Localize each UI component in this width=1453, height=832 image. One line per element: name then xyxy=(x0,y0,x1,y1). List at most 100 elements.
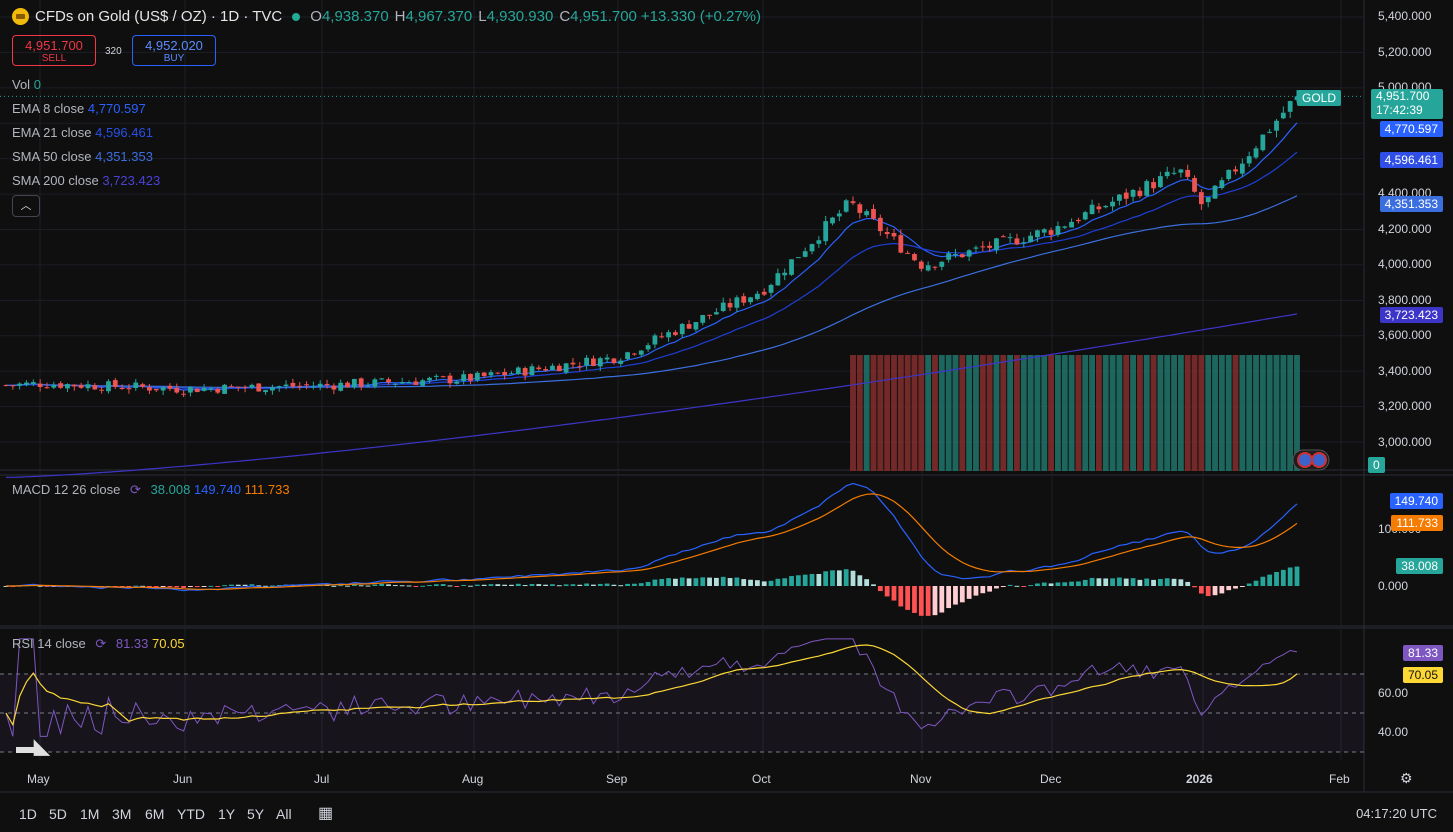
sell-button[interactable]: 4,951.700 SELL xyxy=(12,35,96,66)
range-6m[interactable]: 6M xyxy=(145,806,165,822)
time-axis-label: Aug xyxy=(462,772,484,786)
legend-ema21[interactable]: EMA 21 close 4,596.461 xyxy=(12,125,153,140)
candle-body xyxy=(249,384,255,388)
candle-body xyxy=(338,382,344,391)
range-1m[interactable]: 1M xyxy=(80,806,100,822)
range-ytd[interactable]: YTD xyxy=(177,806,205,822)
macd-histogram-bar xyxy=(167,586,173,587)
candle-body xyxy=(304,384,309,386)
macd-histogram-bar xyxy=(850,570,856,586)
candle-body xyxy=(92,385,98,390)
macd-histogram-bar xyxy=(502,584,508,586)
volume-bar xyxy=(1287,355,1294,471)
candle-body xyxy=(351,378,357,388)
price-change: +13.330 (+0.27%) xyxy=(640,8,761,25)
legend-sma200[interactable]: SMA 200 close 3,723.423 xyxy=(12,173,160,188)
buy-price: 4,952.020 xyxy=(145,38,203,53)
date-range-calendar-icon[interactable]: ▦ xyxy=(318,805,334,822)
range-1y[interactable]: 1Y xyxy=(218,806,236,822)
macd-histogram-bar xyxy=(980,586,986,594)
volume-bar xyxy=(945,355,952,471)
candle-body xyxy=(85,384,91,389)
candle-body xyxy=(283,384,289,387)
volume-bar xyxy=(1102,355,1109,471)
legend-vol[interactable]: Vol 0 xyxy=(12,77,41,92)
signal-tag: 111.733 xyxy=(1391,515,1443,531)
range-5y[interactable]: 5Y xyxy=(247,806,265,822)
range-3m[interactable]: 3M xyxy=(112,806,132,822)
candle-body xyxy=(953,254,958,256)
candle-body xyxy=(235,386,241,388)
macd-histogram-bar xyxy=(1157,578,1163,586)
macd-histogram-bar xyxy=(809,573,815,586)
macd-histogram-bar xyxy=(1178,579,1184,586)
candle-body xyxy=(1267,131,1273,133)
symbol-title[interactable]: CFDs on Gold (US$ / OZ) · 1D · TVC xyxy=(35,8,283,25)
legend-rsi[interactable]: RSI 14 close ⟳ 81.33 70.05 xyxy=(12,636,185,652)
macd-histogram-bar xyxy=(591,584,596,586)
macd-histogram-bar xyxy=(406,585,412,587)
candle-body xyxy=(638,350,644,355)
candle-body xyxy=(714,312,719,315)
candle-body xyxy=(782,272,788,276)
candle-body xyxy=(734,297,740,308)
time-axis-label: Feb xyxy=(1329,772,1350,786)
macd-histogram-bar xyxy=(351,584,357,586)
candle-body xyxy=(331,385,337,390)
collapse-legend-button[interactable]: ︿ xyxy=(12,195,40,217)
legend-ema8-value: 4,770.597 xyxy=(87,101,146,116)
volume-bar xyxy=(925,355,932,471)
settings-gear-icon[interactable]: ⚙ xyxy=(1400,770,1413,786)
legend-macd[interactable]: MACD 12 26 close ⟳ 38.008 149.740 111.73… xyxy=(12,482,290,498)
candle-body xyxy=(679,323,685,335)
candle-body xyxy=(823,221,829,242)
macd-histogram-bar xyxy=(1192,586,1197,588)
legend-ema8[interactable]: EMA 8 close 4,770.597 xyxy=(12,101,146,116)
candle-body xyxy=(1185,169,1191,177)
macd-histogram-bar xyxy=(386,584,391,586)
macd-histogram-bar xyxy=(618,585,624,587)
range-5d[interactable]: 5D xyxy=(49,806,67,822)
candle-body xyxy=(816,240,822,244)
range-1d[interactable]: 1D xyxy=(19,806,37,822)
range-all[interactable]: All xyxy=(276,806,292,822)
candle-body xyxy=(761,291,767,295)
refresh-icon[interactable]: ⟳ xyxy=(130,482,141,497)
rsi-pane xyxy=(0,638,1364,753)
candle-body xyxy=(427,377,432,381)
buy-button[interactable]: 4,952.020 BUY xyxy=(132,35,216,66)
volume-bar xyxy=(1007,355,1014,471)
candle-body xyxy=(379,378,385,380)
volume-bar xyxy=(1280,355,1287,471)
macd-histogram-bar xyxy=(338,585,344,587)
candle-body xyxy=(174,387,180,393)
event-flags xyxy=(1292,449,1330,471)
volume-bar xyxy=(918,355,925,471)
price-axis-label: 3,600.000 xyxy=(1378,328,1432,342)
macd-histogram-bar xyxy=(884,586,890,597)
candle-body xyxy=(720,302,726,311)
volume-bar xyxy=(1184,355,1191,471)
macd-histogram-bar xyxy=(686,578,692,586)
candle-body xyxy=(229,386,234,388)
symbol-header[interactable]: CFDs on Gold (US$ / OZ) · 1D · TVC O 4,93… xyxy=(12,8,765,25)
volume-bar xyxy=(863,355,870,471)
macd-histogram-bar xyxy=(174,586,180,588)
macd-histogram-bar xyxy=(1198,586,1204,594)
volume-bar xyxy=(1089,355,1095,471)
utc-clock[interactable]: 04:17:20 UTC xyxy=(1356,806,1437,821)
legend-ema8-label: EMA 8 close xyxy=(12,101,85,116)
macd-histogram-bar xyxy=(140,585,146,587)
candle-body xyxy=(570,362,576,365)
macd-histogram-bar xyxy=(229,584,234,586)
candle-body xyxy=(133,382,139,388)
macd-histogram-bar xyxy=(714,577,719,586)
legend-sma50[interactable]: SMA 50 close 4,351.353 xyxy=(12,149,153,164)
macd-histogram-bar xyxy=(461,584,467,586)
refresh-icon[interactable]: ⟳ xyxy=(95,636,107,651)
candle-body xyxy=(447,375,453,384)
macd-histogram-bar xyxy=(543,584,549,586)
candle-body xyxy=(1048,230,1054,235)
candle-body xyxy=(276,386,282,388)
